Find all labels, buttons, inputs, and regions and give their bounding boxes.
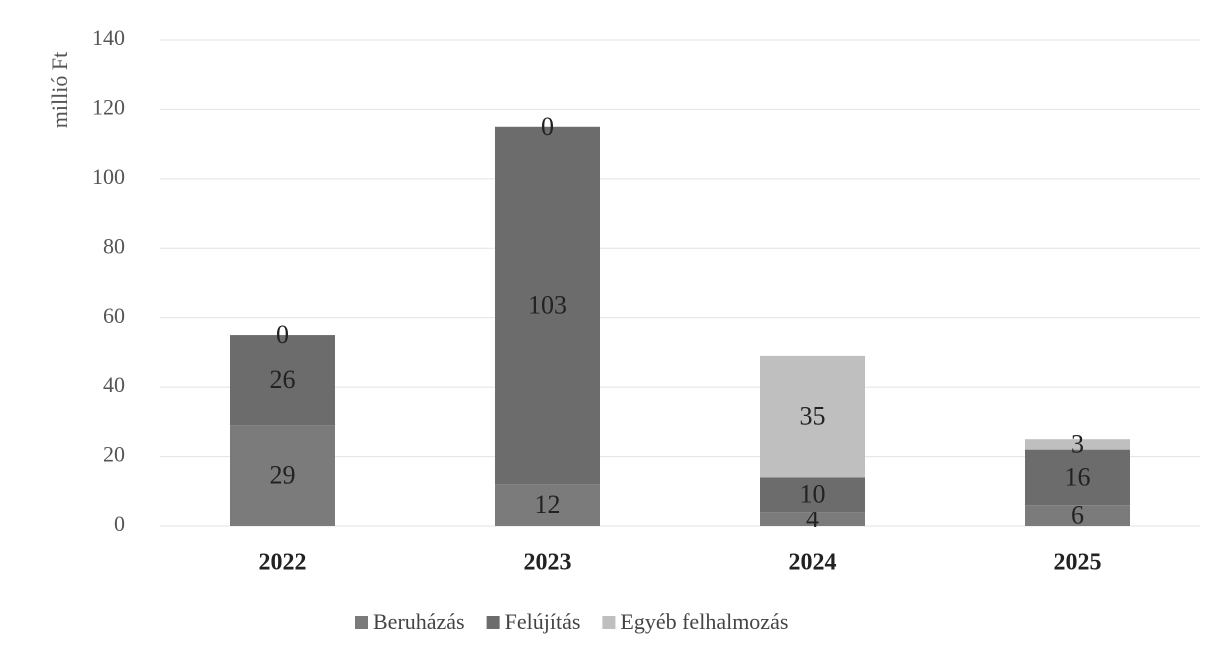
x-tick-label: 2023 [524,550,572,576]
y-tick-label: 0 [114,511,125,536]
data-label: 35 [800,402,826,431]
legend-label: Felújítás [505,609,581,634]
legend-swatch [602,616,616,629]
y-tick-label: 100 [92,164,125,189]
y-tick-label: 20 [103,442,125,467]
data-label: 0 [276,320,289,349]
bar-segment [230,425,335,526]
x-tick-label: 2024 [789,550,837,576]
legend-swatch [355,616,368,629]
data-label: 6 [1071,501,1084,530]
data-label: 0 [541,112,554,141]
bar-segment [495,484,600,526]
data-label: 16 [1065,462,1091,491]
legend-label: Egyéb felhalmozás [620,609,788,634]
x-tick-label: 2025 [1054,550,1102,576]
legend-label: Beruházás [373,609,465,634]
y-tick-label: 140 [92,25,125,50]
data-label: 29 [270,461,296,490]
bar-segment [230,335,335,426]
bar-segment [760,477,865,513]
bar-segment [1025,449,1130,506]
y-axis-label: millió Ft [47,52,72,128]
data-label: 103 [528,291,567,320]
y-tick-label: 40 [103,372,125,397]
data-label: 3 [1071,429,1084,458]
bar-segment [760,512,865,526]
y-tick-label: 80 [103,233,125,258]
data-label: 10 [800,480,826,509]
data-label: 12 [535,490,561,519]
bar-segment [760,355,865,478]
y-tick-label: 60 [103,303,125,328]
y-tick-label: 120 [92,94,125,119]
legend-swatch [486,616,500,629]
x-tick-label: 2022 [259,550,307,576]
bar-segment [495,126,600,485]
bar-segment [1025,439,1130,450]
data-label: 26 [270,365,296,394]
bar-segment [1025,505,1130,526]
